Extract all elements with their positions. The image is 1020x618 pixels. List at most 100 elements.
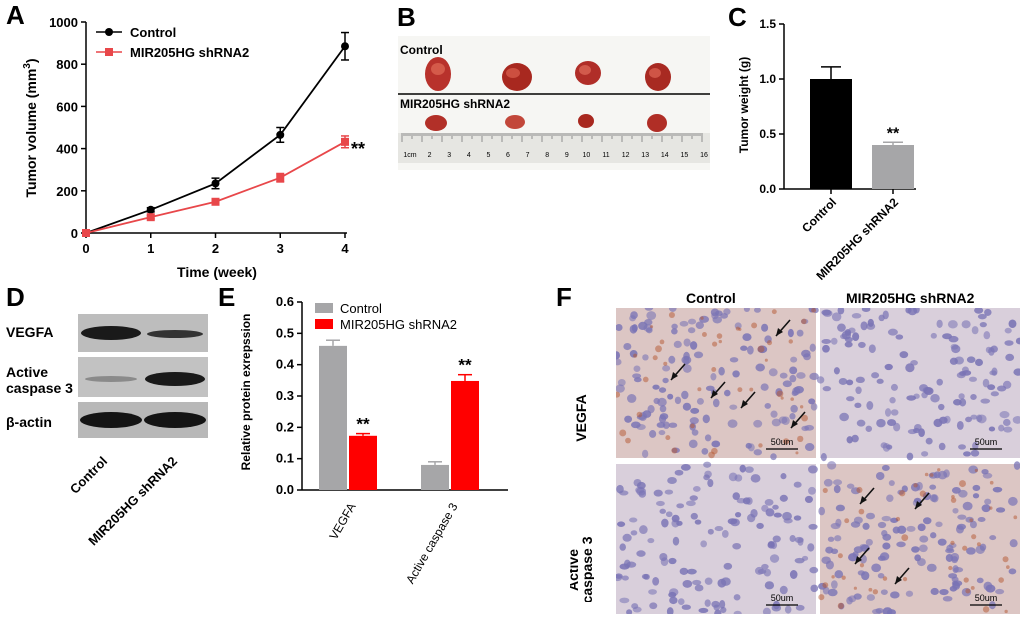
stain-dot bbox=[668, 311, 675, 319]
nucleus bbox=[767, 541, 775, 549]
y-axis-label: Tumor volume (mm3) bbox=[22, 58, 39, 197]
nucleus bbox=[693, 351, 704, 359]
nucleus bbox=[711, 600, 720, 608]
y-tick-label: 1000 bbox=[49, 15, 78, 30]
stain-dot bbox=[811, 308, 817, 313]
nucleus bbox=[627, 394, 637, 403]
stain-dot bbox=[665, 435, 671, 441]
nucleus bbox=[783, 518, 793, 524]
nucleus bbox=[652, 577, 660, 586]
band-vegfa-control bbox=[81, 326, 141, 340]
nucleus bbox=[876, 418, 886, 428]
stain-dot bbox=[801, 318, 807, 325]
stain-dot bbox=[712, 341, 718, 347]
nucleus bbox=[808, 486, 816, 495]
stain-dot bbox=[751, 322, 758, 329]
stain-dot bbox=[633, 353, 638, 358]
stain-dot bbox=[853, 586, 857, 590]
nucleus bbox=[822, 309, 833, 317]
nucleus bbox=[723, 562, 733, 570]
nucleus bbox=[830, 522, 841, 530]
nucleus bbox=[919, 384, 929, 392]
scale-bar-label: 50um bbox=[771, 593, 794, 603]
stain-dot bbox=[797, 435, 804, 443]
nucleus bbox=[952, 580, 963, 587]
nucleus bbox=[733, 594, 741, 601]
nucleus bbox=[882, 542, 891, 550]
tumor-shrna-4 bbox=[647, 114, 667, 132]
nucleus bbox=[976, 577, 984, 584]
legend-label-shrna: MIR205HG shRNA2 bbox=[130, 45, 249, 60]
nucleus bbox=[688, 439, 698, 449]
stain-dot bbox=[913, 483, 918, 488]
blot-col-control: Control bbox=[67, 454, 110, 497]
nucleus bbox=[687, 327, 696, 334]
ihc-control-caspase3: 50um bbox=[616, 461, 819, 614]
nucleus bbox=[665, 511, 673, 518]
stain-dot bbox=[965, 588, 971, 594]
nucleus bbox=[834, 570, 844, 579]
y-tick-label: 0.1 bbox=[276, 451, 294, 466]
stain-dot bbox=[718, 339, 722, 344]
legend-swatch-control bbox=[315, 303, 333, 313]
nucleus bbox=[834, 535, 842, 542]
legend-label-control: Control bbox=[130, 25, 176, 40]
x-tick-label: 0 bbox=[82, 241, 89, 256]
ruler-number: 16 bbox=[700, 152, 708, 159]
nucleus bbox=[970, 393, 977, 401]
nucleus bbox=[742, 333, 752, 342]
nucleus bbox=[793, 481, 802, 488]
nucleus bbox=[631, 324, 638, 333]
y-tick-label: 0.5 bbox=[759, 127, 776, 141]
nucleus bbox=[938, 403, 945, 411]
nucleus bbox=[820, 452, 827, 462]
ihc-row-caspase3-line2: caspase 3 bbox=[579, 536, 594, 602]
nucleus bbox=[980, 398, 991, 404]
nucleus bbox=[782, 511, 792, 521]
data-point-shrna bbox=[211, 197, 220, 206]
nucleus bbox=[1013, 368, 1020, 376]
nucleus bbox=[673, 340, 682, 349]
nucleus bbox=[860, 321, 868, 331]
nucleus bbox=[949, 357, 958, 365]
nucleus bbox=[617, 378, 626, 387]
nucleus bbox=[846, 396, 855, 402]
stain-dot bbox=[799, 405, 804, 409]
nucleus bbox=[890, 383, 898, 391]
nucleus bbox=[810, 402, 818, 411]
nucleus bbox=[975, 358, 983, 367]
nucleus bbox=[641, 449, 649, 459]
ruler-number: 11 bbox=[602, 152, 609, 159]
nucleus bbox=[939, 416, 948, 424]
blot-label-vegfa: VEGFA bbox=[6, 324, 54, 340]
nucleus bbox=[646, 311, 657, 320]
stain-dot bbox=[758, 443, 763, 448]
nucleus bbox=[875, 607, 884, 614]
photo-label-control: Control bbox=[400, 43, 443, 57]
nucleus bbox=[1003, 426, 1013, 433]
nucleus bbox=[981, 504, 991, 513]
nucleus bbox=[958, 444, 966, 450]
nucleus bbox=[796, 329, 804, 337]
stain-dot bbox=[859, 563, 865, 568]
data-point-shrna bbox=[276, 173, 285, 182]
nucleus bbox=[624, 415, 633, 423]
stain-dot bbox=[652, 355, 658, 361]
x-axis-label: Time (week) bbox=[177, 264, 257, 280]
band-vegfa-shrna bbox=[147, 330, 203, 338]
nucleus bbox=[977, 313, 987, 320]
stain-dot bbox=[764, 358, 768, 362]
nucleus bbox=[906, 525, 916, 532]
nucleus bbox=[692, 485, 701, 492]
nucleus bbox=[998, 424, 1005, 432]
significance-annotation: ** bbox=[887, 125, 900, 142]
legend-label-control: Control bbox=[340, 301, 382, 316]
x-tick-label: 4 bbox=[341, 241, 349, 256]
nucleus bbox=[871, 563, 882, 573]
nucleus bbox=[853, 516, 863, 524]
nucleus bbox=[679, 320, 689, 327]
nucleus bbox=[880, 589, 888, 595]
nucleus bbox=[830, 337, 838, 345]
nucleus bbox=[764, 581, 775, 590]
blot-label-caspase3: Active caspase 3 bbox=[6, 364, 73, 396]
